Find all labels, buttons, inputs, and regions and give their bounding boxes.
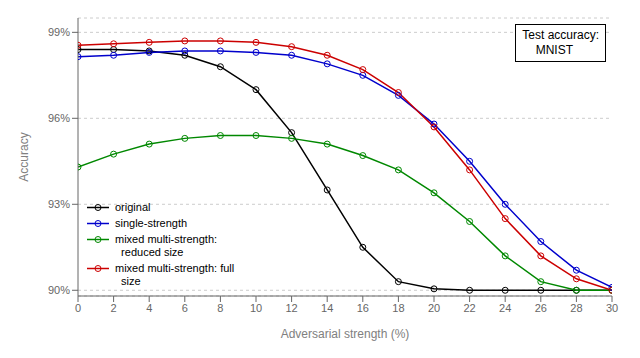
svg-text:28: 28 [570, 302, 582, 314]
html-text:mixed multi-strength: full siz: mixed multi-strength: full size [115, 262, 235, 287]
html-text:original: original [115, 201, 151, 213]
svg-text:24: 24 [499, 302, 511, 314]
svg-text:20: 20 [428, 302, 440, 314]
svg-text:30: 30 [606, 302, 618, 314]
svg-text:93%: 93% [48, 198, 70, 210]
svg-text:96%: 96% [48, 112, 70, 124]
svg-text:16: 16 [357, 302, 369, 314]
svg-text:26: 26 [535, 302, 547, 314]
html-text:Test accuracy: MNIST: Test accuracy: MNIST [522, 28, 599, 57]
svg-text:90%: 90% [48, 284, 70, 296]
svg-text:10: 10 [250, 302, 262, 314]
svg-text:6: 6 [182, 302, 188, 314]
html-text:mixed multi-strength: reduced: mixed multi-strength: reduced size [115, 233, 218, 258]
svg-text:18: 18 [392, 302, 404, 314]
svg-text:12: 12 [285, 302, 297, 314]
svg-text:4: 4 [146, 302, 152, 314]
svg-text:0: 0 [75, 302, 81, 314]
svg-text:99%: 99% [48, 26, 70, 38]
html-text:single-strength: single-strength [115, 217, 188, 229]
svg-text:22: 22 [463, 302, 475, 314]
svg-text:14: 14 [321, 302, 333, 314]
svg-text:Adversarial strength (%): Adversarial strength (%) [281, 327, 410, 341]
svg-text:8: 8 [217, 302, 223, 314]
svg-text:2: 2 [111, 302, 117, 314]
svg-text:Accuracy: Accuracy [17, 132, 31, 181]
